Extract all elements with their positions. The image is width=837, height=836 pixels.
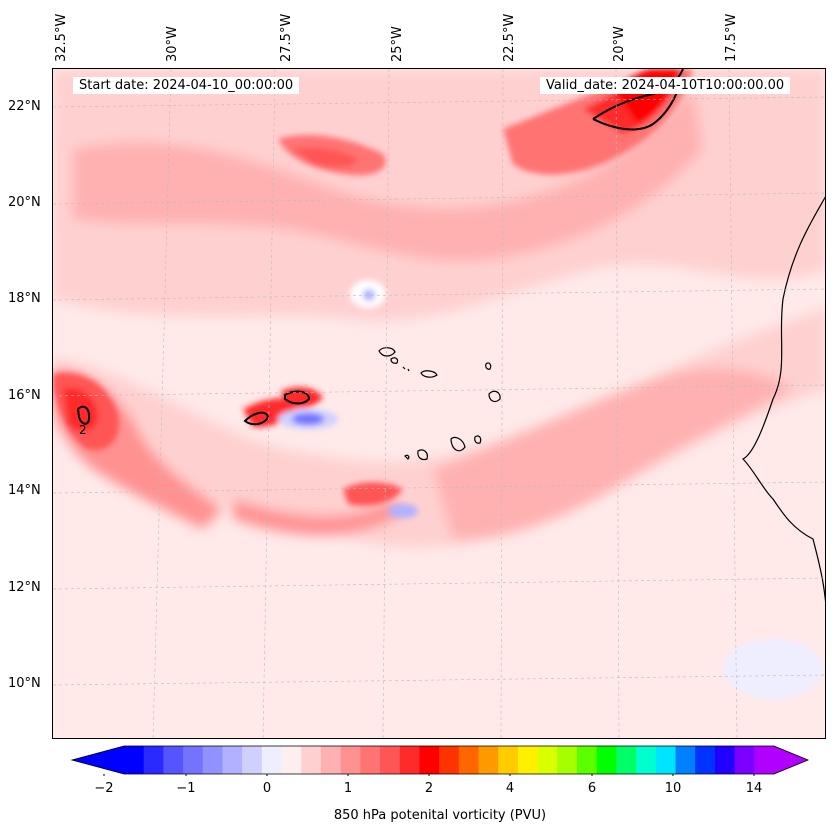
latitude-label: 14°N xyxy=(8,483,41,498)
latitude-label: 12°N xyxy=(8,580,41,595)
colorbar-segment xyxy=(124,746,145,774)
colorbar-segment xyxy=(183,746,204,774)
colorbar-segment xyxy=(714,746,736,774)
colorbar-segment xyxy=(754,746,775,774)
colorbar-segment xyxy=(636,746,657,774)
colorbar-segment xyxy=(163,746,184,774)
latitude-label: 22°N xyxy=(8,99,41,114)
colorbar-segment xyxy=(419,746,440,774)
contour-label: 2 xyxy=(79,423,87,437)
colorbar-segment xyxy=(478,746,499,774)
longitude-label: 32.5°W xyxy=(54,13,69,62)
latitude-label: 18°N xyxy=(8,291,41,306)
cape-verde-islands xyxy=(378,347,501,461)
longitude-label: 25°W xyxy=(390,26,405,62)
longitude-label: 22.5°W xyxy=(502,13,517,62)
colorbar-segment xyxy=(517,746,539,774)
colorbar-under-arrow xyxy=(72,746,124,774)
map-panel: 2 xyxy=(52,68,826,739)
longitude-label: 20°W xyxy=(612,26,627,62)
colorbar-segment xyxy=(340,746,361,774)
colorbar-segment xyxy=(734,746,755,774)
colorbar-segment xyxy=(695,746,716,774)
longitude-label: 30°W xyxy=(165,26,180,62)
colorbar xyxy=(70,745,810,776)
colorbar-segment xyxy=(143,746,164,774)
vorticity-field: 2 xyxy=(53,69,825,738)
start-date-label: Start date: 2024-04-10_00:00:00 xyxy=(73,77,300,94)
colorbar-tick-label: 0 xyxy=(262,781,272,796)
latitude-label: 10°N xyxy=(8,676,41,691)
colorbar-segment xyxy=(399,746,420,774)
colorbar-outline xyxy=(70,745,810,775)
colorbar-segment xyxy=(439,746,460,774)
colorbar-segment xyxy=(242,746,263,774)
colorbar-segment xyxy=(675,746,696,774)
africa-coastline xyxy=(741,196,825,603)
colorbar-segment xyxy=(320,746,342,774)
colorbar-segment xyxy=(537,746,558,774)
map-graticule xyxy=(53,69,825,738)
colorbar-segment xyxy=(458,746,480,774)
longitude-label: 17.5°W xyxy=(724,13,739,62)
colorbar-tick-label: 14 xyxy=(745,781,763,796)
colorbar-label: 850 hPa potenital vorticity (PVU) xyxy=(333,808,547,823)
colorbar-segment xyxy=(360,746,381,774)
colorbar-segment xyxy=(498,746,519,774)
colorbar-segment xyxy=(596,746,617,774)
colorbar-tick-label: 4 xyxy=(505,781,515,796)
colorbar-over-arrow xyxy=(774,746,808,774)
colorbar-tick-label: 2 xyxy=(424,781,434,796)
valid-date-label: Valid_date: 2024-04-10T10:00:00.00 xyxy=(540,77,791,94)
colorbar-segment xyxy=(577,746,598,774)
colorbar-segment xyxy=(616,746,637,774)
colorbar-segment xyxy=(380,746,401,774)
colorbar-segment xyxy=(261,746,283,774)
colorbar-segment xyxy=(301,746,322,774)
colorbar-segment xyxy=(557,746,578,774)
colorbar-tick-label: −1 xyxy=(176,781,196,796)
colorbar-tick-label: −2 xyxy=(94,781,114,796)
colorbar-tick-label: 10 xyxy=(664,781,682,796)
colorbar-segment xyxy=(281,746,302,774)
colorbar-tick-label: 6 xyxy=(587,781,597,796)
latitude-label: 20°N xyxy=(8,195,41,210)
longitude-label: 27.5°W xyxy=(279,13,294,62)
colorbar-tick-label: 1 xyxy=(343,781,353,796)
colorbar-segment xyxy=(202,746,223,774)
colorbar-segment xyxy=(222,746,243,774)
latitude-label: 16°N xyxy=(8,388,41,403)
colorbar-segment xyxy=(655,746,677,774)
